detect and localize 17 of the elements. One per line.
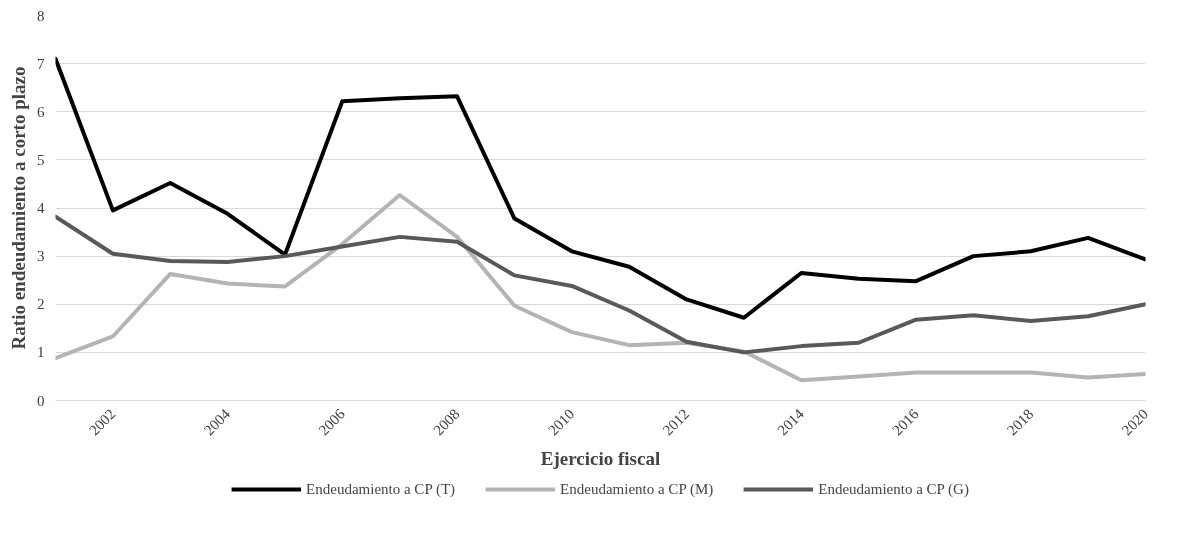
y-tick-label: 0 <box>37 392 45 409</box>
line-series <box>55 193 1146 383</box>
y-tick-label: 3 <box>37 248 45 265</box>
y-tick-label: 8 <box>37 7 45 24</box>
legend-label: Endeudamiento a CP (M) <box>560 480 714 498</box>
y-tick-label: 5 <box>37 151 45 168</box>
line-series <box>55 56 1146 320</box>
y-tick-label: 7 <box>37 55 45 72</box>
legend-label: Endeudamiento a CP (G) <box>818 480 969 498</box>
y-tick-label: 4 <box>37 200 45 216</box>
y-tick-label: 1 <box>37 344 45 361</box>
y-tick-label: 6 <box>37 103 45 120</box>
x-axis-title: Ejercicio fiscal <box>540 447 661 469</box>
y-tick-label: 2 <box>37 296 45 313</box>
legend-label: Endeudamiento a CP (T) <box>306 480 456 498</box>
y-axis-title: Ratio endeudamiento a corto plazo <box>8 66 29 350</box>
line-series <box>55 214 1146 355</box>
